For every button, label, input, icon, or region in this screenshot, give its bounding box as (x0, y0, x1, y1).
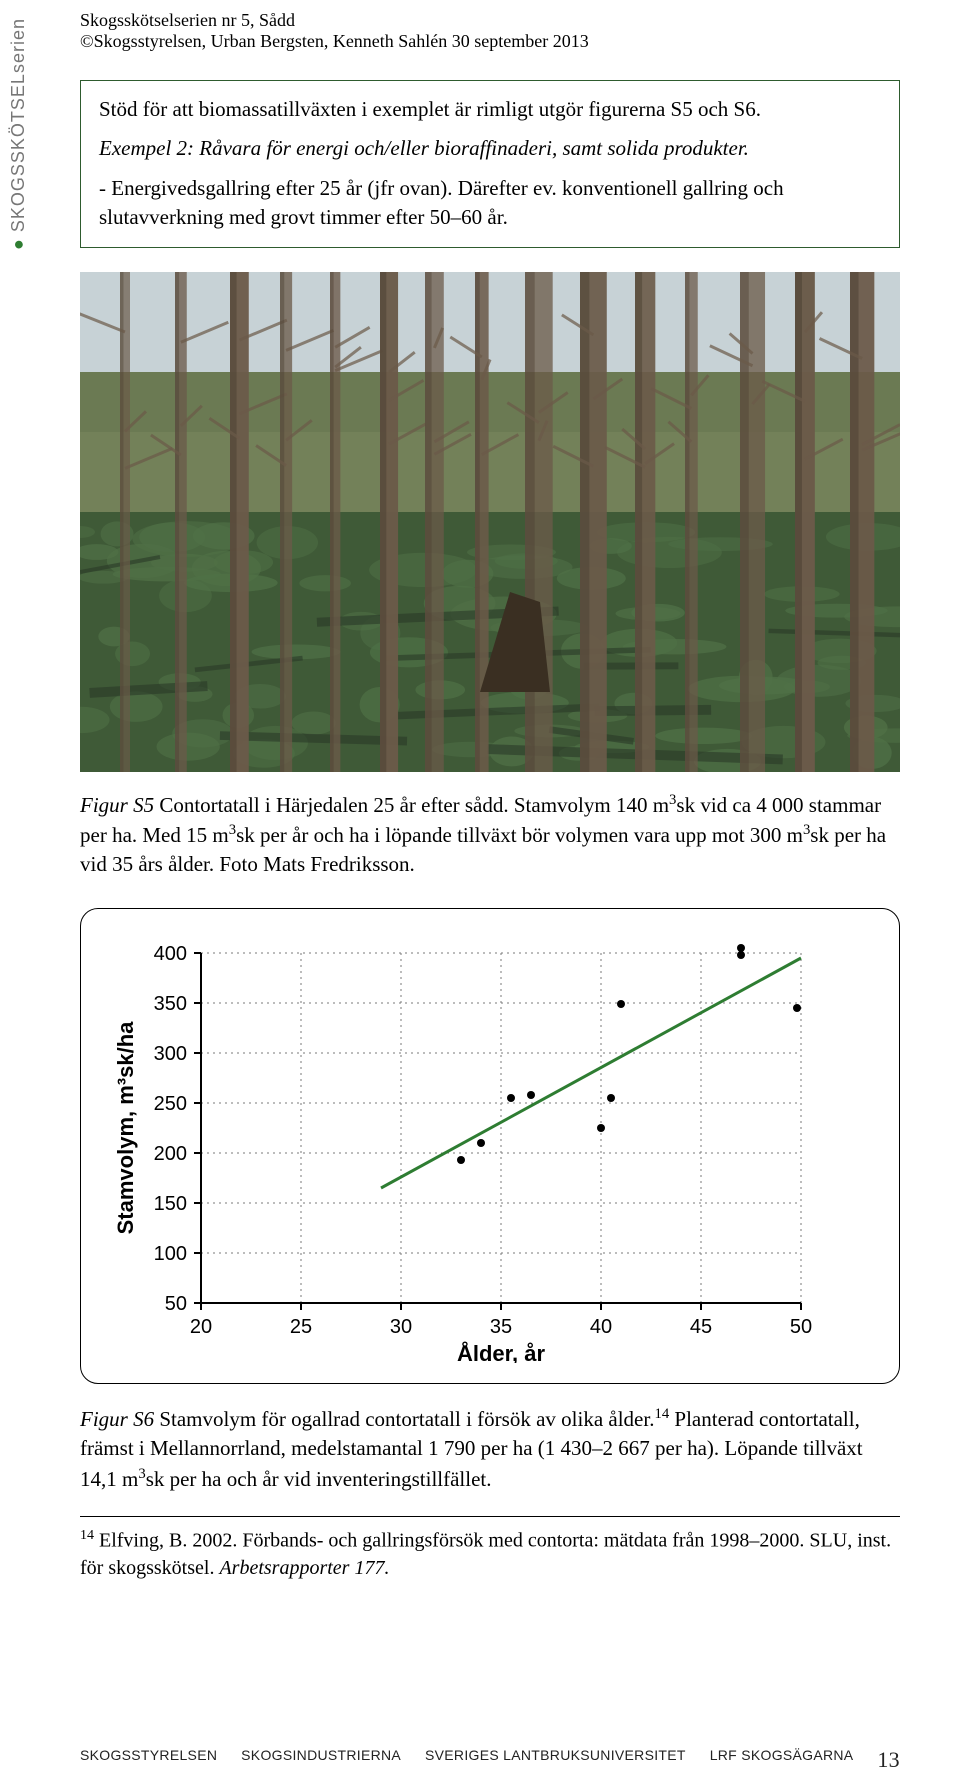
footer-org-2: SKOGSINDUSTRIERNA (241, 1747, 401, 1773)
svg-text:50: 50 (165, 1293, 187, 1315)
figure-s6-chart-box: 20 25 30 35 40 45 50 50 100 150 200 250 300 350 400 Åld… (80, 908, 900, 1384)
header-line-1: Skogsskötselserien nr 5, Sådd (80, 10, 589, 31)
svg-text:30: 30 (390, 1316, 412, 1338)
page-footer: SKOGSSTYRELSEN SKOGSINDUSTRIERNA SVERIGE… (80, 1747, 900, 1773)
page-number: 13 (877, 1747, 900, 1773)
svg-text:25: 25 (290, 1316, 312, 1338)
figure-s5-photo (80, 272, 900, 772)
caption-s6: Figur S6 Stamvolym för ogallrad contorta… (80, 1404, 900, 1494)
svg-text:Ålder, år: Ålder, år (457, 1340, 545, 1363)
page-header: Skogsskötselserien nr 5, Sådd ©Skogsstyr… (80, 10, 589, 52)
svg-text:150: 150 (154, 1193, 187, 1215)
box-p1: Stöd för att biomassatillväxten i exempl… (99, 95, 881, 124)
box-p3: - Energivedsgallring efter 25 år (jfr ov… (99, 174, 881, 233)
footer-org-1: SKOGSSTYRELSEN (80, 1747, 217, 1773)
svg-text:50: 50 (790, 1316, 812, 1338)
forest-image-svg (80, 272, 900, 772)
sidebar-series-label: ● SKOGSSKÖTSELserien (8, 18, 29, 250)
svg-text:35: 35 (490, 1316, 512, 1338)
example-box: Stöd för att biomassatillväxten i exempl… (80, 80, 900, 248)
svg-text:350: 350 (154, 993, 187, 1015)
footer-org-4: LRF SKOGSÄGARNA (710, 1747, 854, 1773)
svg-text:100: 100 (154, 1243, 187, 1265)
figref-s6: Figur S6 (80, 1407, 154, 1431)
footer-org-3: SVERIGES LANTBRUKSUNIVERSITET (425, 1747, 686, 1773)
svg-text:40: 40 (590, 1316, 612, 1338)
header-line-2: ©Skogsstyrelsen, Urban Bergsten, Kenneth… (80, 31, 589, 52)
svg-text:20: 20 (190, 1316, 212, 1338)
bullet-icon: ● (8, 238, 28, 250)
svg-text:200: 200 (154, 1143, 187, 1165)
svg-text:250: 250 (154, 1093, 187, 1115)
series-name: SKOGSSKÖTSELserien (8, 18, 28, 232)
footnote-rule (80, 1516, 900, 1517)
footnote-14: 14 Elfving, B. 2002. Förbands- och gallr… (80, 1527, 900, 1582)
svg-text:400: 400 (154, 943, 187, 965)
svg-text:300: 300 (154, 1043, 187, 1065)
box-p2: Exempel 2: Råvara för energi och/eller b… (99, 134, 881, 163)
figref-s5: Figur S5 (80, 793, 154, 817)
svg-text:Stamvolym, m³sk/ha: Stamvolym, m³sk/ha (113, 1021, 138, 1235)
svg-text:45: 45 (690, 1316, 712, 1338)
caption-s5: Figur S5 Contortatall i Härjedalen 25 år… (80, 790, 900, 880)
scatter-chart: 20 25 30 35 40 45 50 50 100 150 200 250 300 350 400 Åld… (111, 933, 841, 1363)
